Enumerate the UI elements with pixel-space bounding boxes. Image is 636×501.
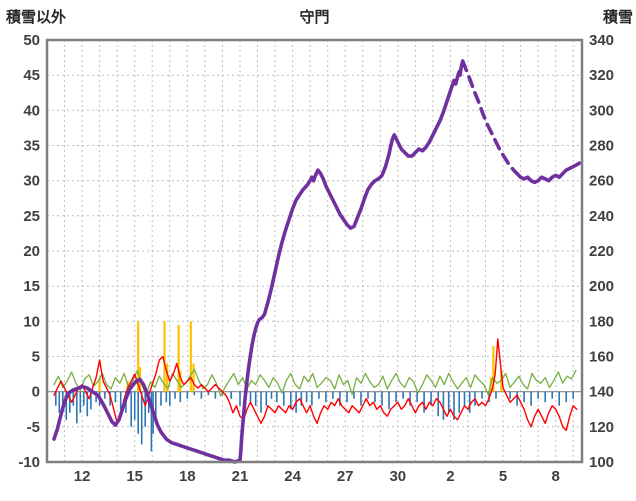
right-tick-label: 240	[589, 208, 614, 225]
x-tick-label: 15	[126, 468, 143, 485]
x-tick-label: 27	[337, 468, 354, 485]
left-tick-label: 50	[23, 32, 40, 49]
blue-bars	[54, 391, 575, 452]
plot-border	[45, 38, 584, 464]
right-tick-label: 340	[589, 32, 614, 49]
left-tick-label: 20	[23, 243, 40, 260]
left-tick-label: 10	[23, 313, 40, 330]
left-tick-label: 15	[23, 278, 40, 295]
x-tick-label: 18	[179, 468, 196, 485]
right-tick-label: 160	[589, 349, 614, 366]
x-tick-label: 8	[552, 468, 560, 485]
x-axis-tick-labels: 12 15 18 21 24 27 30 2 5 8	[74, 468, 560, 485]
snow-depth-line	[52, 59, 582, 464]
x-tick-label: 2	[446, 468, 454, 485]
left-tick-label: -10	[18, 454, 40, 471]
orange-spikes	[98, 321, 503, 392]
right-tick-label: 300	[589, 102, 614, 119]
left-tick-label: 0	[32, 384, 40, 401]
right-tick-label: 200	[589, 278, 614, 295]
left-tick-label: -5	[27, 419, 40, 436]
right-axis-tick-labels: 100 120 140 160 180 200 220 240 260 280 300 320 340	[589, 32, 614, 471]
right-tick-label: 220	[589, 243, 614, 260]
left-tick-label: 25	[23, 208, 40, 225]
right-tick-label: 280	[589, 138, 614, 155]
chart-title: 守門	[299, 9, 330, 26]
x-tick-label: 5	[499, 468, 507, 485]
right-tick-label: 100	[589, 454, 614, 471]
left-axis-title: 積雪以外	[6, 9, 67, 26]
left-tick-label: 5	[32, 349, 40, 366]
x-tick-label: 30	[389, 468, 406, 485]
right-axis-title: 積雪	[602, 9, 633, 26]
left-axis-tick-labels: -10 -5 0 5 10 15 20 25 30 35 40 45 50	[18, 32, 40, 471]
left-tick-label: 40	[23, 102, 40, 119]
left-tick-label: 35	[23, 138, 40, 155]
red-line	[53, 338, 578, 432]
left-tick-label: 45	[23, 67, 40, 84]
right-tick-label: 260	[589, 173, 614, 190]
x-tick-label: 24	[284, 468, 301, 485]
x-tick-label: 21	[232, 468, 249, 485]
right-tick-label: 320	[589, 67, 614, 84]
x-tick-label: 12	[74, 468, 91, 485]
right-tick-label: 120	[589, 419, 614, 436]
left-tick-label: 30	[23, 173, 40, 190]
right-tick-label: 140	[589, 384, 614, 401]
right-tick-label: 180	[589, 313, 614, 330]
